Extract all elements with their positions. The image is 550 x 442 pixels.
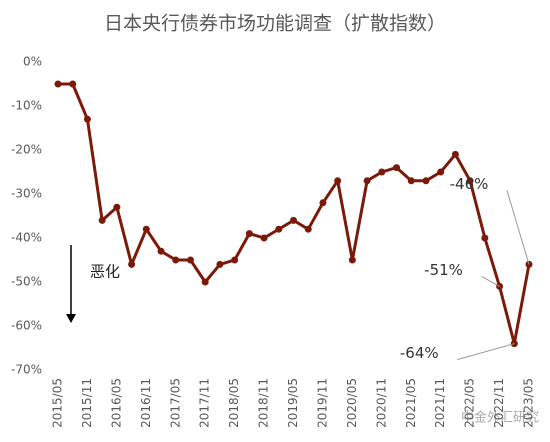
annotation: 恶化 xyxy=(90,263,120,281)
x-tick-label: 2023/05 xyxy=(522,378,536,428)
x-tick-label: 2019/11 xyxy=(315,378,329,428)
point xyxy=(348,256,356,264)
point xyxy=(83,115,91,123)
value-label: -46% xyxy=(450,175,489,193)
y-tick-label: -60% xyxy=(11,319,42,333)
point xyxy=(304,225,312,233)
point xyxy=(172,256,180,264)
point xyxy=(54,80,62,88)
point xyxy=(128,260,136,268)
y-tick-label: -50% xyxy=(11,275,42,289)
point xyxy=(275,225,283,233)
y-tick-label: -10% xyxy=(11,99,42,113)
x-tick-label: 2017/05 xyxy=(168,378,182,428)
point xyxy=(260,234,268,242)
point xyxy=(393,164,401,172)
x-tick-label: 2021/05 xyxy=(404,378,418,428)
watermark: 中金外汇研究 xyxy=(461,410,539,426)
point xyxy=(378,168,386,176)
value-label: -51% xyxy=(424,261,463,279)
point xyxy=(437,168,445,176)
point xyxy=(451,150,459,158)
x-tick-label: 2015/05 xyxy=(51,378,65,428)
y-tick-label: -30% xyxy=(11,187,42,201)
point xyxy=(363,177,371,185)
point xyxy=(98,216,106,224)
chart-title: 日本央行债券市场功能调查（扩散指数） xyxy=(104,13,446,35)
point xyxy=(216,260,224,268)
x-tick-label: 2019/05 xyxy=(286,378,300,428)
x-tick-label: 2021/11 xyxy=(433,378,447,428)
value-label: -64% xyxy=(400,344,439,362)
point xyxy=(157,247,165,255)
point xyxy=(245,230,253,238)
x-tick-label: 2018/05 xyxy=(227,378,241,428)
x-tick-label: 2015/11 xyxy=(80,378,94,428)
leader-line xyxy=(481,275,500,287)
arrow-head xyxy=(66,314,76,323)
x-tick-label: 2022/11 xyxy=(492,378,506,428)
point xyxy=(69,80,77,88)
point xyxy=(319,199,327,207)
y-tick-label: -70% xyxy=(11,363,42,377)
y-tick-label: 0% xyxy=(23,55,42,69)
x-tick-label: 2020/05 xyxy=(345,378,359,428)
x-tick-label: 2022/05 xyxy=(463,378,477,428)
point xyxy=(334,177,342,185)
x-tick-label: 2016/11 xyxy=(139,378,153,428)
point xyxy=(186,256,194,264)
point xyxy=(201,278,209,286)
line xyxy=(58,82,531,346)
point xyxy=(422,177,430,185)
point xyxy=(113,203,121,211)
y-tick-label: -20% xyxy=(11,143,42,157)
x-tick-label: 2017/11 xyxy=(198,378,212,428)
point xyxy=(466,177,474,185)
y-tick-label: -40% xyxy=(11,231,42,245)
x-tick-label: 2020/11 xyxy=(374,378,388,428)
x-tick-label: 2016/05 xyxy=(109,378,123,428)
x-tick-label: 2018/11 xyxy=(257,378,271,428)
point xyxy=(290,216,297,224)
leader-line xyxy=(506,190,530,265)
leader-line xyxy=(457,343,515,361)
point xyxy=(231,256,239,264)
point xyxy=(481,234,489,242)
point xyxy=(142,225,150,233)
point xyxy=(407,177,415,185)
